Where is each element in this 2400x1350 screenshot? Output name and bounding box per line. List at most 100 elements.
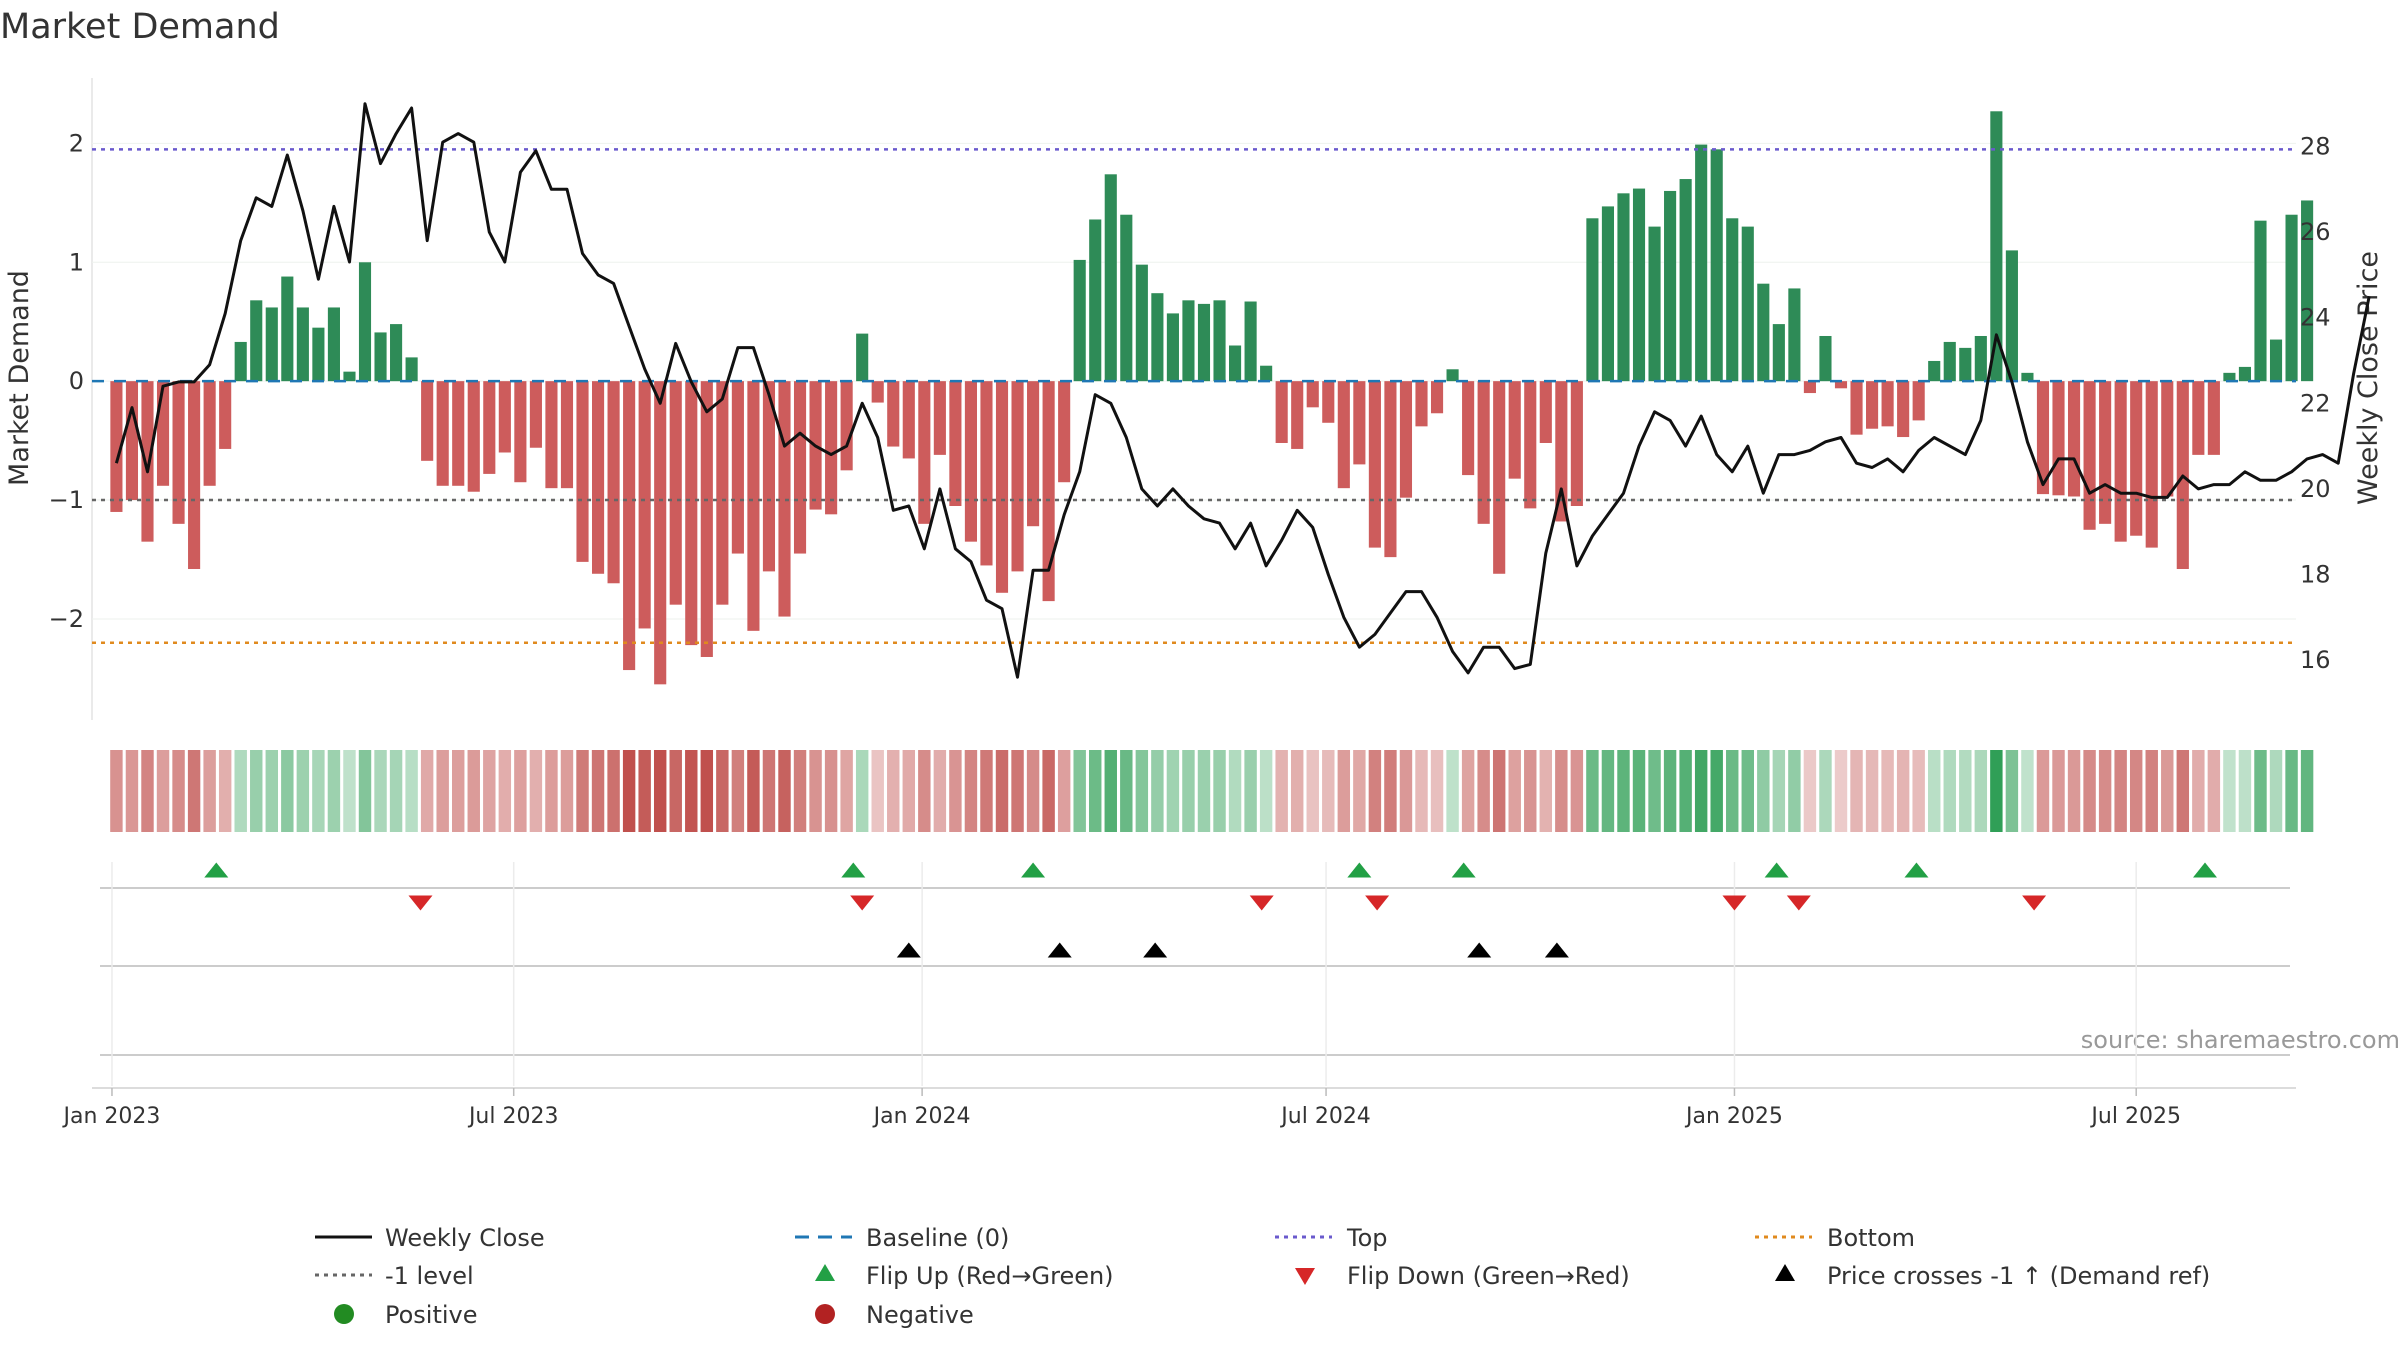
demand-strip-cell — [343, 750, 356, 832]
demand-bar — [110, 381, 123, 512]
demand-strip-cell — [1368, 750, 1382, 832]
demand-strip-cell — [1228, 750, 1242, 832]
demand-bar — [1337, 381, 1350, 489]
legend-item-flip-up: Flip Up (Red→Green) — [815, 1262, 1114, 1290]
x-tick-label: Jan 2025 — [1684, 1104, 1783, 1129]
demand-bar — [747, 381, 760, 631]
demand-bar — [1850, 381, 1863, 435]
demand-bar — [2114, 381, 2127, 542]
price-cross-marker — [1544, 942, 1569, 958]
demand-bar — [125, 381, 139, 501]
demand-strip-cell — [778, 750, 791, 832]
legend-item-bottom: Bottom — [1755, 1224, 1915, 1252]
demand-strip-cell — [1601, 750, 1615, 832]
x-tick-label: Jan 2024 — [872, 1104, 971, 1129]
demand-strip-cell — [2021, 750, 2034, 832]
demand-bar — [1664, 190, 1677, 382]
demand-strip-cell — [1073, 750, 1086, 832]
demand-strip-cell — [420, 750, 434, 832]
demand-bar — [1881, 381, 1894, 427]
demand-strip-cell — [1151, 750, 1164, 832]
demand-strip-cell — [2052, 750, 2065, 832]
demand-bar — [1446, 369, 1459, 382]
demand-bar — [1834, 381, 1848, 389]
legend-label: Flip Up (Red→Green) — [866, 1262, 1114, 1290]
demand-bar — [1275, 381, 1288, 443]
y-tick-label-left: 0 — [69, 367, 84, 395]
demand-strip-cell — [1570, 750, 1584, 832]
demand-strip-cell — [809, 750, 822, 832]
demand-strip-cell — [1617, 750, 1630, 832]
demand-bar — [1462, 381, 1475, 476]
demand-strip-cell — [607, 750, 620, 832]
demand-bar — [902, 381, 915, 459]
demand-strip-cell — [1912, 750, 1925, 832]
demand-bar — [203, 381, 216, 486]
demand-strip-cell — [964, 750, 978, 832]
demand-bar — [2052, 381, 2065, 496]
chart-title: Market Demand — [0, 7, 280, 47]
legend-label: Top — [1346, 1224, 1388, 1252]
demand-strip-cell — [281, 750, 294, 832]
demand-bar — [514, 381, 527, 483]
demand-strip-cell — [1943, 750, 1956, 832]
demand-bar — [1679, 179, 1692, 382]
demand-strip-cell — [1788, 750, 1801, 832]
demand-strip-cell — [1104, 750, 1117, 832]
legend-item-baseline: Baseline (0) — [795, 1224, 1009, 1252]
demand-bar — [1524, 381, 1537, 509]
x-tick-label: Jan 2023 — [62, 1104, 161, 1129]
demand-bar — [2269, 339, 2283, 382]
legend-item-price-cross: Price crosses -1 ↑ (Demand ref) — [1775, 1262, 2210, 1290]
demand-bar — [1928, 360, 1941, 382]
demand-bar — [2021, 372, 2034, 382]
demand-strip-cell — [793, 750, 807, 832]
y-tick-label-right: 16 — [2300, 646, 2331, 674]
demand-bar — [1104, 174, 1117, 382]
demand-strip-cell — [1337, 750, 1351, 832]
demand-bar — [1430, 381, 1444, 414]
legend-item-top: Top — [1275, 1224, 1388, 1252]
triangle-up-icon — [1775, 1264, 1795, 1281]
demand-strip-cell — [452, 750, 465, 832]
demand-strip-cell — [918, 750, 931, 832]
demand-strip-cell — [669, 750, 682, 832]
y-tick-label-left: 1 — [69, 248, 84, 276]
demand-bar — [545, 381, 558, 489]
demand-bar — [762, 381, 776, 572]
demand-strip-cell — [1011, 750, 1024, 832]
demand-strip-cell — [2114, 750, 2127, 832]
demand-strip-cell — [1166, 750, 1180, 832]
demand-bar — [1803, 381, 1816, 394]
demand-bar — [265, 307, 278, 382]
demand-strip-cell — [1244, 750, 1257, 832]
demand-bar — [638, 381, 651, 629]
demand-strip-cell — [467, 750, 480, 832]
demand-strip-cell — [1461, 750, 1475, 832]
demand-strip-cell — [1306, 750, 1319, 832]
demand-strip-cell — [1415, 750, 1428, 832]
demand-bar — [327, 307, 340, 382]
demand-strip-cell — [1772, 750, 1786, 832]
demand-bar — [1757, 283, 1770, 382]
demand-bar — [1244, 301, 1257, 382]
demand-strip-cell — [2145, 750, 2158, 832]
demand-bar — [436, 381, 449, 486]
y-tick-label-right: 22 — [2300, 389, 2331, 417]
legend-label: Weekly Close — [385, 1224, 545, 1252]
demand-bar — [1617, 193, 1630, 382]
demand-strip-cell — [747, 750, 760, 832]
y-tick-label-left: −1 — [49, 486, 84, 514]
demand-strip-cell — [203, 750, 216, 832]
demand-bar — [1632, 188, 1646, 382]
demand-bar — [2301, 200, 2314, 382]
demand-bar — [591, 381, 605, 574]
demand-strip-cell — [1430, 750, 1444, 832]
demand-strip-cell — [296, 750, 310, 832]
demand-bar — [1011, 381, 1024, 572]
demand-strip-cell — [110, 750, 123, 832]
demand-bar — [1726, 218, 1739, 382]
demand-strip-cell — [2285, 750, 2298, 832]
demand-strip-cell — [2269, 750, 2283, 832]
demand-strip-cell — [653, 750, 667, 832]
